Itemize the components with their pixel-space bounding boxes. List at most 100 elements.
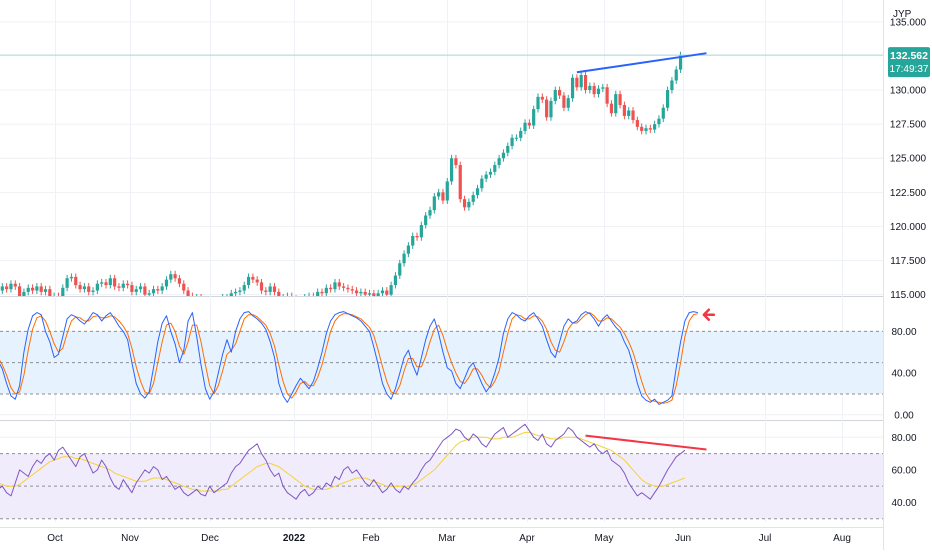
candle-body[interactable] xyxy=(26,287,30,292)
candle-body[interactable] xyxy=(126,283,130,286)
candle-body[interactable] xyxy=(87,286,91,292)
candle-body[interactable] xyxy=(242,285,246,291)
candle-body[interactable] xyxy=(475,188,480,196)
candle-body[interactable] xyxy=(601,87,605,89)
candle-body[interactable] xyxy=(5,286,9,290)
candle-body[interactable] xyxy=(592,85,596,95)
candle-body[interactable] xyxy=(622,105,626,116)
candle-body[interactable] xyxy=(173,274,177,279)
candle-body[interactable] xyxy=(566,98,570,108)
candle-body[interactable] xyxy=(182,283,186,291)
candle-body[interactable] xyxy=(363,291,367,295)
candle-body[interactable] xyxy=(411,235,415,246)
rsi-ma-line[interactable] xyxy=(0,431,686,492)
candle-body[interactable] xyxy=(523,122,527,131)
candle-body[interactable] xyxy=(493,165,497,172)
candle-body[interactable] xyxy=(9,283,13,290)
candle-body[interactable] xyxy=(229,293,233,297)
candle-body[interactable] xyxy=(510,137,514,146)
candle-body[interactable] xyxy=(385,290,389,295)
candle-body[interactable] xyxy=(497,158,501,166)
candle-body[interactable] xyxy=(234,291,238,294)
candle-body[interactable] xyxy=(337,282,341,287)
candle-body[interactable] xyxy=(627,110,631,116)
candle-body[interactable] xyxy=(471,195,475,202)
candle-body[interactable] xyxy=(138,286,143,290)
candle-body[interactable] xyxy=(177,278,182,284)
candle-body[interactable] xyxy=(121,283,125,288)
candle-body[interactable] xyxy=(147,293,151,295)
candle-body[interactable] xyxy=(614,94,618,114)
candle-body[interactable] xyxy=(342,286,346,288)
candle-body[interactable] xyxy=(22,291,26,296)
candle-body[interactable] xyxy=(441,192,445,201)
candle-body[interactable] xyxy=(324,287,328,294)
rsi-line[interactable] xyxy=(0,423,686,500)
candle-body[interactable] xyxy=(78,285,82,290)
candle-body[interactable] xyxy=(570,77,575,99)
price-scale[interactable]: 115.000 117.500 120.000 122.500 125.000 127.5… xyxy=(890,17,927,509)
candle-body[interactable] xyxy=(670,80,674,91)
candle-body[interactable] xyxy=(264,290,268,292)
candle-body[interactable] xyxy=(575,77,579,88)
candle-body[interactable] xyxy=(432,196,436,211)
candle-body[interactable] xyxy=(380,290,385,294)
candle-body[interactable] xyxy=(519,130,523,138)
candle-body[interactable] xyxy=(82,286,86,290)
candle-body[interactable] xyxy=(104,282,108,286)
candle-body[interactable] xyxy=(536,96,540,110)
candle-body[interactable] xyxy=(488,171,493,175)
candle-body[interactable] xyxy=(666,90,670,108)
candle-body[interactable] xyxy=(644,128,648,131)
candle-body[interactable] xyxy=(346,287,350,290)
candle-body[interactable] xyxy=(445,181,449,201)
candle-body[interactable] xyxy=(635,120,639,127)
candle-body[interactable] xyxy=(354,290,359,294)
candle-body[interactable] xyxy=(13,283,17,287)
candle-body[interactable] xyxy=(39,286,43,292)
candle-body[interactable] xyxy=(329,287,333,290)
candle-body[interactable] xyxy=(143,286,147,295)
candle-body[interactable] xyxy=(48,289,52,301)
candle-body[interactable] xyxy=(259,282,264,291)
candle-body[interactable] xyxy=(35,286,39,291)
candle-body[interactable] xyxy=(359,291,363,294)
candle-body[interactable] xyxy=(61,287,65,299)
candle-body[interactable] xyxy=(609,103,614,114)
candle-body[interactable] xyxy=(272,286,277,292)
candle-body[interactable] xyxy=(467,201,471,208)
candle-body[interactable] xyxy=(596,88,601,95)
candle-body[interactable] xyxy=(0,286,4,291)
candle-body[interactable] xyxy=(618,94,622,106)
candle-body[interactable] xyxy=(506,145,510,153)
candle-body[interactable] xyxy=(164,279,169,287)
candle-body[interactable] xyxy=(415,235,419,238)
candle-body[interactable] xyxy=(545,99,549,118)
candle-body[interactable] xyxy=(678,55,683,70)
candle-body[interactable] xyxy=(320,291,324,294)
candle-body[interactable] xyxy=(480,178,484,189)
candle-body[interactable] xyxy=(277,291,281,299)
candle-body[interactable] xyxy=(583,75,588,91)
candle-body[interactable] xyxy=(406,245,410,254)
candle-body[interactable] xyxy=(605,87,609,104)
candle-body[interactable] xyxy=(657,118,661,125)
candle-body[interactable] xyxy=(95,283,99,291)
price-trendline[interactable] xyxy=(576,52,707,74)
time-scale[interactable]: Oct Nov Dec 2022 Feb Mar Apr May Jun Jul Aug xyxy=(47,533,851,544)
candle-body[interactable] xyxy=(674,69,678,81)
candle-body[interactable] xyxy=(424,215,428,226)
candle-body[interactable] xyxy=(65,278,69,288)
candle-body[interactable] xyxy=(376,293,380,297)
candle-body[interactable] xyxy=(255,279,259,283)
candle-body[interactable] xyxy=(108,278,112,286)
candle-body[interactable] xyxy=(160,286,164,291)
candle-body[interactable] xyxy=(661,107,665,119)
candle-body[interactable] xyxy=(18,286,22,296)
candle-body[interactable] xyxy=(251,276,255,280)
candle-body[interactable] xyxy=(316,291,320,297)
candle-body[interactable] xyxy=(389,285,393,295)
candle-body[interactable] xyxy=(562,95,566,108)
candle-body[interactable] xyxy=(402,253,406,264)
